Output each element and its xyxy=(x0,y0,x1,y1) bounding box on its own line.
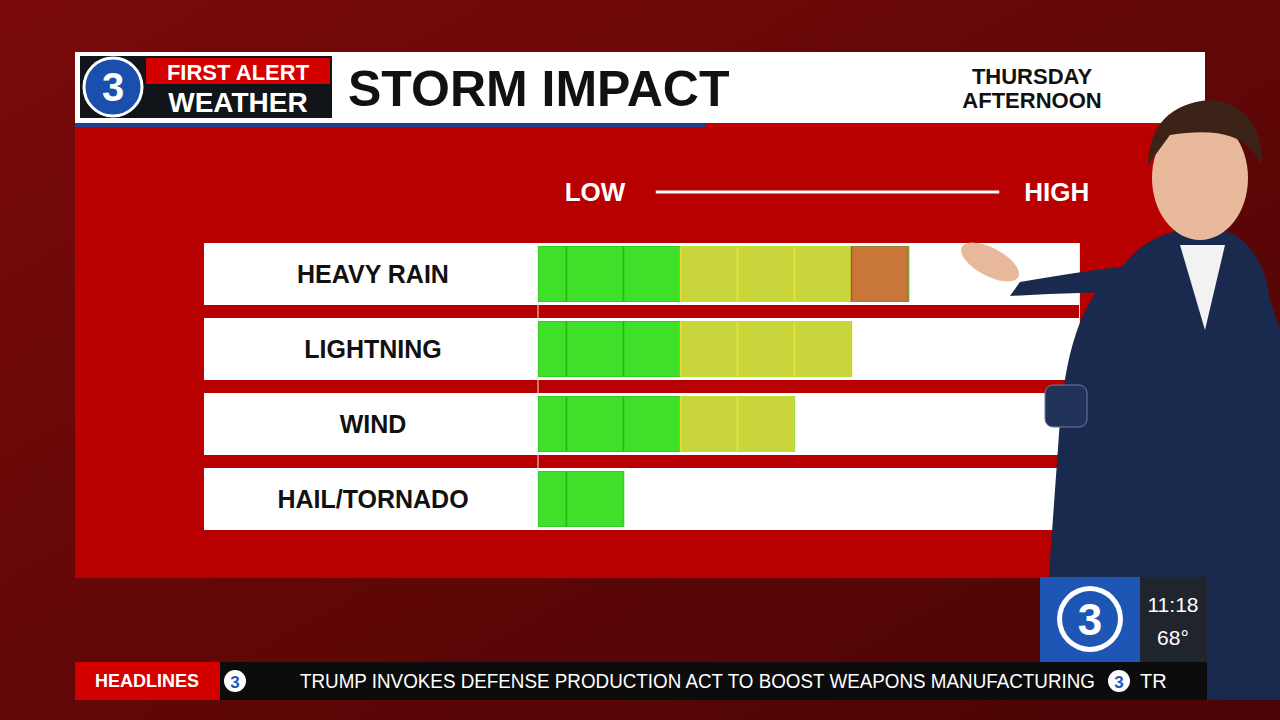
category-label: HAIL/TORNADO xyxy=(277,485,468,513)
row-background xyxy=(204,393,1080,455)
category-label: LIGHTNING xyxy=(304,335,442,363)
bar-segment xyxy=(795,321,852,377)
bar-segment xyxy=(681,396,738,452)
ticker-logo xyxy=(1108,670,1130,692)
presenter-hair xyxy=(1148,100,1262,165)
temperature: 68° xyxy=(1157,626,1189,649)
panel xyxy=(75,125,1205,578)
bar-segment xyxy=(538,396,567,452)
station-circle-inner xyxy=(1062,591,1118,647)
ticker-next: TR xyxy=(1140,670,1167,692)
bar-segment xyxy=(852,246,909,302)
logo-red xyxy=(146,58,330,84)
ticker-bar xyxy=(75,662,1207,700)
background xyxy=(0,0,1280,720)
bar-segment xyxy=(567,321,624,377)
bar-segment xyxy=(795,246,852,302)
row-background xyxy=(204,468,1080,530)
subtitle-line: THURSDAY xyxy=(972,64,1093,89)
header-bar xyxy=(75,52,1205,124)
bars xyxy=(538,246,909,527)
category-label: HEAVY RAIN xyxy=(297,260,449,288)
time-box xyxy=(1140,577,1207,662)
bar xyxy=(538,396,795,452)
bar-segment xyxy=(681,321,738,377)
bar-segment xyxy=(624,321,681,377)
bar-segment xyxy=(681,246,738,302)
ticker-label: HEADLINES xyxy=(95,671,199,691)
presenter-shirt xyxy=(1180,245,1225,330)
logo-circle xyxy=(84,58,142,116)
subtitle: THURSDAYAFTERNOON xyxy=(962,64,1101,113)
header-rule xyxy=(75,123,705,127)
bar-segment xyxy=(538,246,567,302)
station-box xyxy=(1040,577,1140,662)
bar-segment xyxy=(567,246,624,302)
station-number: 3 xyxy=(1078,595,1102,644)
logo-box xyxy=(80,56,332,118)
tick-label: LOW xyxy=(565,177,626,207)
tick-label: HIGH xyxy=(1024,177,1089,207)
bar xyxy=(538,471,624,527)
bar xyxy=(538,321,852,377)
row-background xyxy=(204,243,1080,305)
time: 11:18 xyxy=(1148,593,1199,616)
presenter-clicker xyxy=(1045,385,1087,427)
bar-segment xyxy=(738,396,795,452)
ticker-label-box xyxy=(75,662,220,700)
bar-segment xyxy=(567,471,624,527)
row-background xyxy=(204,318,1080,380)
logo-number: 3 xyxy=(102,65,124,109)
bar-segment xyxy=(738,246,795,302)
bar-segment xyxy=(624,396,681,452)
ticker-logo-number: 3 xyxy=(230,673,239,692)
ticker-logo xyxy=(224,670,246,692)
bar-segment xyxy=(538,471,567,527)
presenter-hand xyxy=(955,235,1025,290)
bar xyxy=(538,246,909,302)
presenter-body xyxy=(1040,228,1280,700)
presenter xyxy=(955,100,1280,700)
canvas: 3 FIRST ALERTWEATHER STORM IMPACT THURSDAYA… xyxy=(0,0,1280,720)
scale-line xyxy=(656,191,999,194)
subtitle-line: AFTERNOON xyxy=(962,88,1101,113)
ticker-text: TRUMP INVOKES DEFENSE PRODUCTION ACT TO … xyxy=(300,670,1095,692)
station-circle xyxy=(1057,586,1123,652)
title: STORM IMPACT xyxy=(348,61,729,117)
presenter-arm xyxy=(1010,265,1140,296)
logo-line1: FIRST ALERT xyxy=(167,60,310,85)
ticker-logo-number: 3 xyxy=(1114,673,1123,692)
bar-segment xyxy=(624,246,681,302)
header-rule xyxy=(705,123,1205,127)
bar-segment xyxy=(738,321,795,377)
bar-segment xyxy=(538,321,567,377)
category-label: WIND xyxy=(340,410,407,438)
logo-line2: WEATHER xyxy=(168,87,307,118)
bar-segment xyxy=(567,396,624,452)
